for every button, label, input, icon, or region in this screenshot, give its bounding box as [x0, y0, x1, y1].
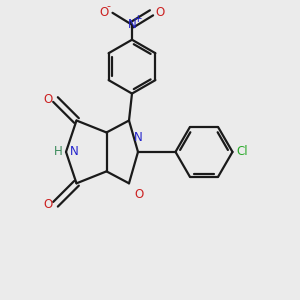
Text: O: O — [43, 93, 52, 106]
Text: H: H — [54, 146, 63, 158]
Text: O: O — [134, 188, 144, 201]
Text: +: + — [134, 14, 143, 24]
Text: O: O — [155, 6, 164, 19]
Text: N: N — [70, 146, 78, 158]
Text: Cl: Cl — [236, 146, 248, 158]
Text: O: O — [43, 198, 52, 211]
Text: O: O — [100, 6, 109, 19]
Text: N: N — [128, 18, 136, 31]
Text: N: N — [134, 130, 142, 143]
Text: -: - — [107, 1, 111, 11]
